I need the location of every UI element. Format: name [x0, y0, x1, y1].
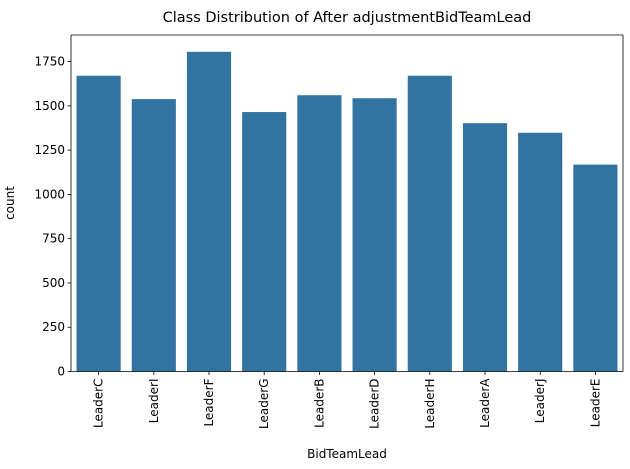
bar-LeaderC [76, 75, 121, 372]
bar-LeaderH [407, 75, 452, 372]
y-tick-label-750: 750 [42, 232, 65, 246]
x-tick-label-LeaderE: LeaderE [588, 379, 602, 428]
y-tick-label-1500: 1500 [34, 99, 65, 113]
bar-LeaderA [462, 123, 508, 372]
bar-LeaderJ [518, 132, 563, 372]
chart-title: Class Distribution of After adjustmentBi… [163, 10, 532, 26]
x-axis-label: BidTeamLead [307, 447, 387, 461]
x-tick-label-LeaderI: LeaderI [147, 379, 161, 424]
y-tick-label-250: 250 [42, 320, 65, 334]
y-tick-label-1750: 1750 [34, 55, 65, 69]
y-tick-label-500: 500 [42, 276, 65, 290]
bar-LeaderI [131, 99, 176, 372]
x-tick-label-LeaderF: LeaderF [202, 378, 216, 426]
x-tick-label-LeaderD: LeaderD [368, 379, 382, 429]
x-tick-label-LeaderG: LeaderG [257, 379, 271, 429]
bar-LeaderE [573, 164, 618, 372]
x-tick-label-LeaderA: LeaderA [478, 378, 492, 428]
y-tick-label-1250: 1250 [34, 143, 65, 157]
x-tick-label-LeaderJ: LeaderJ [533, 379, 547, 424]
x-tick-label-LeaderB: LeaderB [312, 379, 326, 428]
y-axis-label: count [3, 186, 17, 220]
bars-group [76, 51, 618, 372]
bar-LeaderB [297, 95, 342, 372]
x-axis: LeaderC LeaderI LeaderF LeaderG LeaderB Leade… [92, 371, 602, 429]
bar-LeaderF [186, 51, 232, 372]
bar-LeaderG [242, 112, 287, 372]
bar-LeaderD [352, 98, 397, 372]
x-tick-label-LeaderH: LeaderH [423, 379, 437, 429]
y-tick-label-0: 0 [57, 365, 65, 379]
x-tick-label-LeaderC: LeaderC [92, 379, 106, 429]
y-tick-label-1000: 1000 [34, 187, 65, 201]
y-axis: 0 250 500 750 1000 1250 1500 1750 [34, 55, 71, 379]
